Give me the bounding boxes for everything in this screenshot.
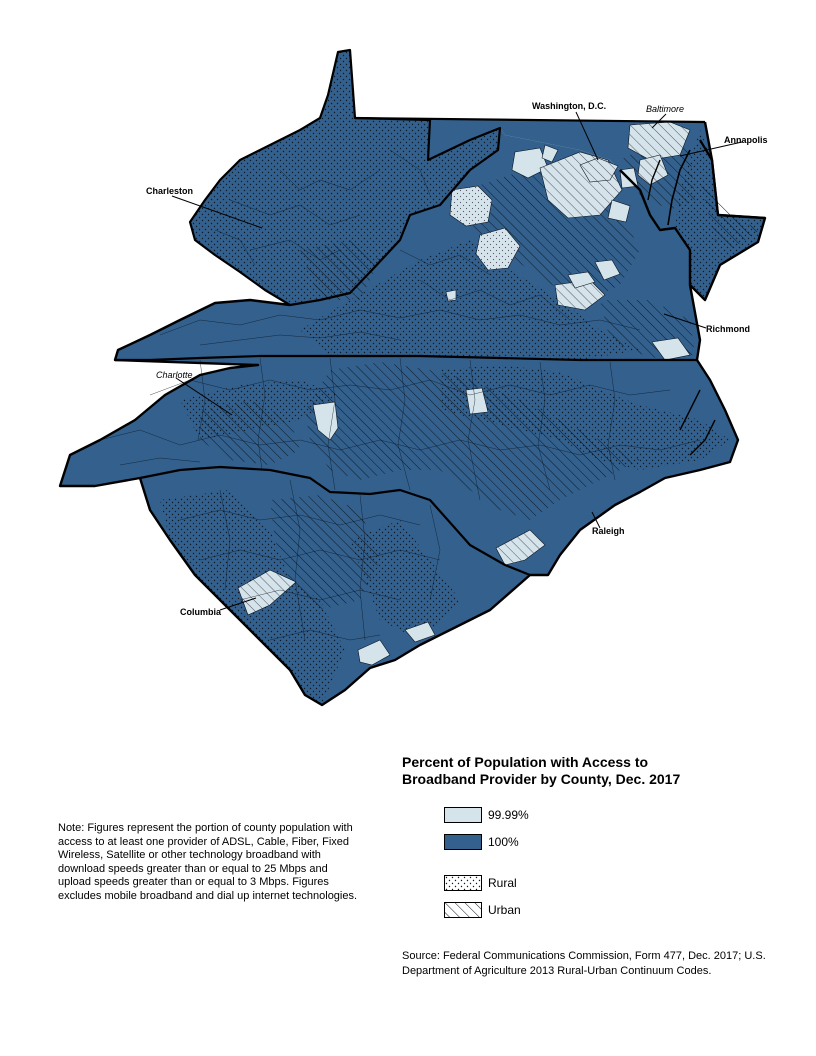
map-note: Note: Figures represent the portion of c… bbox=[58, 822, 358, 902]
county-partial-access bbox=[404, 621, 436, 643]
source-citation: Source: Federal Communications Commissio… bbox=[402, 950, 766, 977]
county-pattern-overlay bbox=[496, 530, 545, 565]
legend-item-partial: 99.99% bbox=[444, 806, 529, 824]
legend-label-urban: Urban bbox=[488, 903, 521, 917]
coastline bbox=[58, 121, 767, 707]
city-label-charlotte: Charlotte bbox=[156, 370, 193, 380]
city-label-charleston: Charleston bbox=[146, 186, 193, 196]
county-partial-access bbox=[312, 401, 339, 441]
leader-lines bbox=[171, 111, 743, 611]
legend-item-full: 100% bbox=[444, 833, 519, 851]
county-partial-access bbox=[445, 289, 457, 302]
city-label-columbia: Columbia bbox=[180, 607, 222, 617]
legend-swatch-partial bbox=[444, 807, 482, 823]
legend-title-line-1: Percent of Population with Access to bbox=[402, 754, 649, 770]
county-pattern-overlay bbox=[238, 570, 296, 615]
region-map: Washington, D.C. Baltimore Annapolis Cha… bbox=[58, 48, 768, 707]
county-partial-access bbox=[357, 639, 391, 666]
city-label-richmond: Richmond bbox=[706, 324, 750, 334]
legend-label-full: 100% bbox=[488, 835, 519, 849]
legend-swatch-full bbox=[444, 834, 482, 850]
city-label-raleigh: Raleigh bbox=[592, 526, 625, 536]
county-partial-access bbox=[567, 271, 596, 289]
county-pattern-overlay bbox=[476, 228, 520, 270]
legend-swatch-urban bbox=[444, 902, 482, 918]
county-pattern-overlay bbox=[638, 155, 668, 185]
county-pattern-overlay bbox=[580, 158, 618, 182]
county-pattern-overlay bbox=[628, 122, 690, 160]
county-pattern-overlay bbox=[450, 186, 492, 226]
legend-title: Percent of Population with Access to Bro… bbox=[402, 754, 762, 788]
county-lines bbox=[99, 149, 701, 641]
legend-swatch-rural bbox=[444, 875, 482, 891]
county-partial-access bbox=[651, 337, 691, 361]
city-label-baltimore: Baltimore bbox=[646, 104, 684, 114]
county-partial-access bbox=[541, 144, 559, 163]
legend-label-partial: 99.99% bbox=[488, 808, 529, 822]
legend-item-rural: Rural bbox=[444, 874, 517, 892]
legend-label-rural: Rural bbox=[488, 876, 517, 890]
city-label-washington: Washington, D.C. bbox=[532, 101, 606, 111]
county-partial-access bbox=[511, 147, 549, 179]
legend-title-line-2: Broadband Provider by County, Dec. 2017 bbox=[402, 771, 681, 787]
partial-access-counties bbox=[237, 121, 691, 666]
county-partial-access bbox=[594, 259, 621, 281]
county-pattern-overlay bbox=[555, 280, 605, 310]
county-partial-access bbox=[607, 199, 631, 223]
legend-item-urban: Urban bbox=[444, 901, 521, 919]
city-label-annapolis: Annapolis bbox=[724, 135, 768, 145]
